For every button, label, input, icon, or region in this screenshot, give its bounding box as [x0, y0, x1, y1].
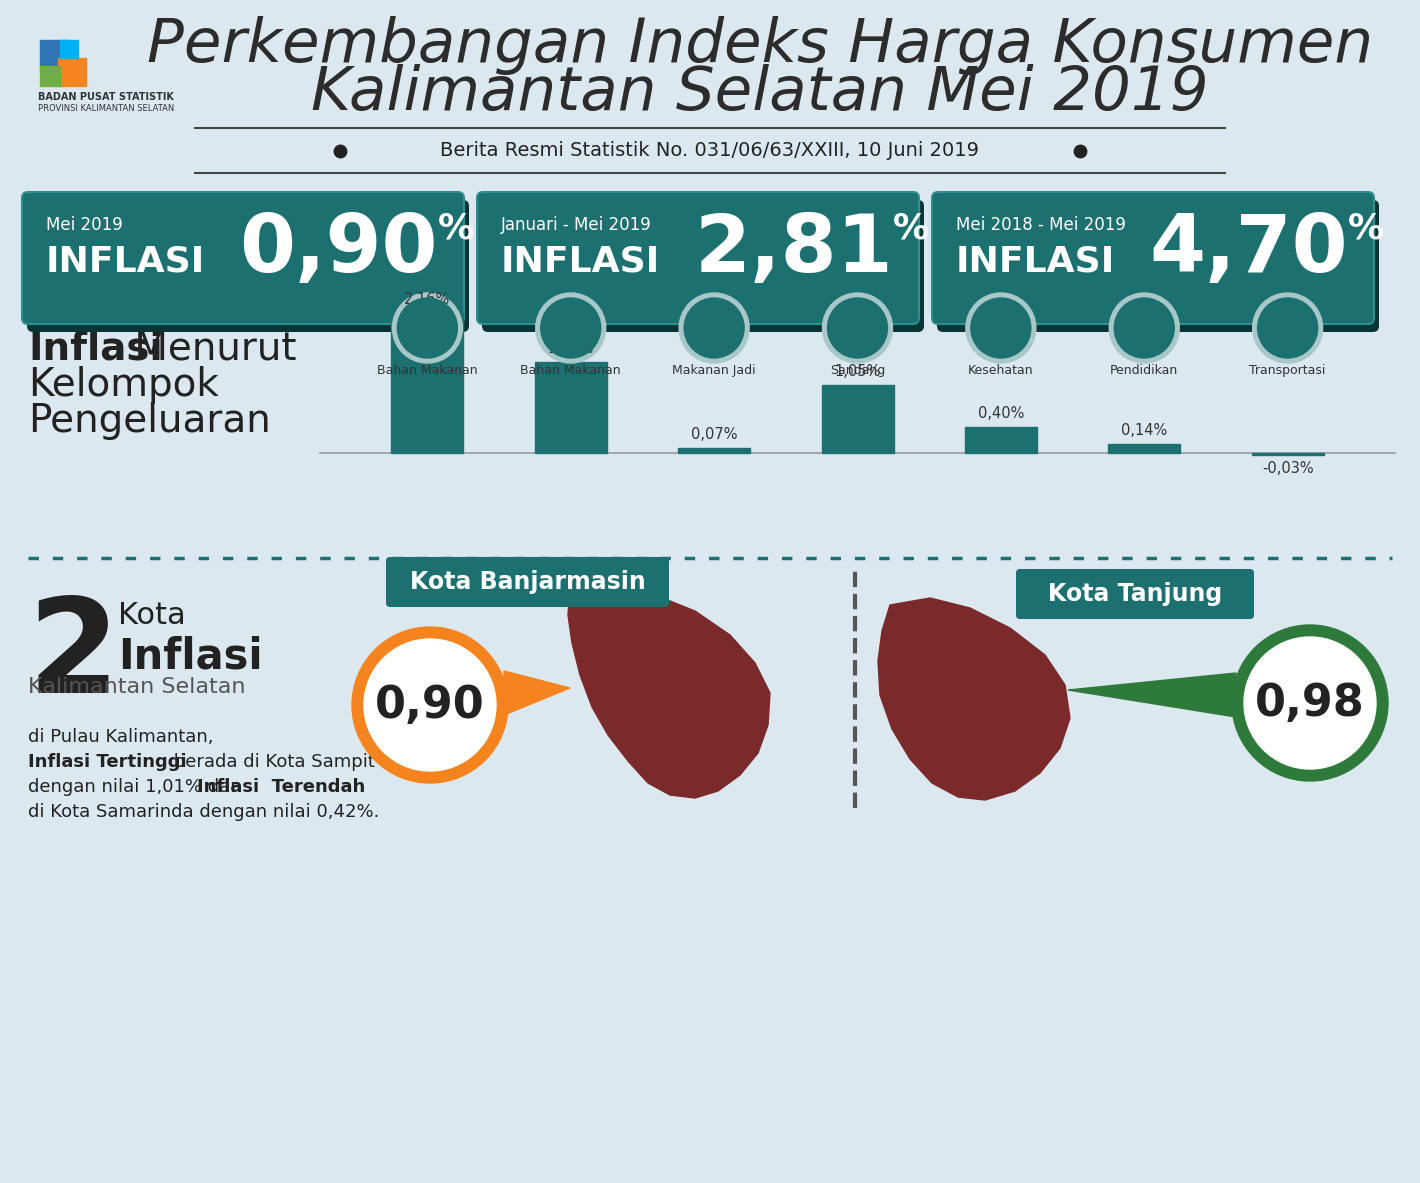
Bar: [392, 313, 463, 453]
Text: Kesehatan: Kesehatan: [968, 364, 1034, 377]
Circle shape: [392, 293, 463, 363]
Text: %: %: [1348, 211, 1384, 245]
Circle shape: [1233, 625, 1387, 781]
Text: Sandang: Sandang: [829, 364, 885, 377]
Circle shape: [1258, 298, 1318, 358]
Circle shape: [684, 298, 744, 358]
Text: Kalimantan Selatan Mei 2019: Kalimantan Selatan Mei 2019: [311, 64, 1208, 123]
Bar: [58, 58, 87, 86]
Text: 1,05%: 1,05%: [835, 364, 880, 379]
FancyBboxPatch shape: [1015, 569, 1254, 619]
Text: INFLASI: INFLASI: [956, 244, 1115, 278]
Text: Inflasi Tertinggi: Inflasi Tertinggi: [28, 754, 186, 771]
Bar: [40, 40, 68, 67]
Text: 0,98: 0,98: [1255, 681, 1365, 724]
FancyBboxPatch shape: [386, 557, 669, 607]
Text: Pendidikan: Pendidikan: [1110, 364, 1179, 377]
Text: Perkembangan Indeks Harga Konsumen: Perkembangan Indeks Harga Konsumen: [146, 15, 1373, 75]
Text: dengan nilai 1,01% dan: dengan nilai 1,01% dan: [28, 778, 247, 796]
Circle shape: [971, 298, 1031, 358]
Text: %: %: [893, 211, 929, 245]
Text: 1,40%: 1,40%: [548, 341, 594, 356]
Text: 0,40%: 0,40%: [978, 406, 1024, 421]
Text: 2: 2: [28, 593, 119, 720]
Circle shape: [535, 293, 606, 363]
Text: 0,90: 0,90: [240, 211, 437, 289]
Bar: [1108, 444, 1180, 453]
Bar: [40, 66, 60, 86]
Text: berada di Kota Sampit: berada di Kota Sampit: [168, 754, 375, 771]
Text: Kota Banjarmasin: Kota Banjarmasin: [409, 570, 645, 594]
Text: INFLASI: INFLASI: [501, 244, 660, 278]
Bar: [1251, 453, 1323, 455]
Text: 0,14%: 0,14%: [1122, 424, 1167, 438]
Text: PROVINSI KALIMANTAN SELATAN: PROVINSI KALIMANTAN SELATAN: [38, 104, 175, 114]
Bar: [679, 448, 750, 453]
Text: di Pulau Kalimantan,: di Pulau Kalimantan,: [28, 728, 213, 746]
FancyBboxPatch shape: [481, 200, 924, 332]
Bar: [60, 40, 78, 58]
Text: Pengeluaran: Pengeluaran: [28, 402, 271, 440]
Text: Berita Resmi Statistik No. 031/06/63/XXIII, 10 Juni 2019: Berita Resmi Statistik No. 031/06/63/XXI…: [440, 141, 980, 160]
Circle shape: [828, 298, 888, 358]
Text: 2,16%: 2,16%: [405, 292, 450, 308]
Text: BADAN PUSAT STATISTIK: BADAN PUSAT STATISTIK: [38, 92, 173, 102]
Bar: [964, 427, 1037, 453]
Circle shape: [1244, 636, 1376, 769]
Text: -0,03%: -0,03%: [1262, 461, 1314, 476]
Text: 0,07%: 0,07%: [692, 427, 737, 442]
Circle shape: [966, 293, 1035, 363]
Polygon shape: [878, 597, 1071, 800]
Bar: [822, 384, 893, 453]
Text: 4,70: 4,70: [1149, 211, 1348, 289]
Circle shape: [364, 639, 496, 771]
Text: Bahan Makanan: Bahan Makanan: [378, 364, 477, 377]
Circle shape: [398, 298, 457, 358]
Text: Makanan Jadi: Makanan Jadi: [672, 364, 755, 377]
Polygon shape: [504, 671, 569, 715]
Text: Bahan Makanan: Bahan Makanan: [521, 364, 621, 377]
Text: di Kota Samarinda dengan nilai 0,42%.: di Kota Samarinda dengan nilai 0,42%.: [28, 803, 379, 821]
Text: Inflasi  Terendah: Inflasi Terendah: [197, 778, 365, 796]
Text: 2,81: 2,81: [694, 211, 893, 289]
Text: Inflasi: Inflasi: [118, 635, 263, 677]
Bar: [535, 362, 606, 453]
FancyBboxPatch shape: [477, 192, 919, 324]
Circle shape: [541, 298, 601, 358]
Text: Kelompok: Kelompok: [28, 366, 219, 405]
Circle shape: [352, 627, 508, 783]
Text: Mei 2018 - Mei 2019: Mei 2018 - Mei 2019: [956, 216, 1126, 234]
Circle shape: [822, 293, 893, 363]
Text: Mei 2019: Mei 2019: [45, 216, 122, 234]
FancyBboxPatch shape: [937, 200, 1379, 332]
Text: Transportasi: Transportasi: [1250, 364, 1326, 377]
Circle shape: [679, 293, 750, 363]
Polygon shape: [568, 586, 770, 799]
FancyBboxPatch shape: [21, 192, 464, 324]
Text: Kota Tanjung: Kota Tanjung: [1048, 582, 1223, 606]
Text: INFLASI: INFLASI: [45, 244, 206, 278]
Circle shape: [1115, 298, 1174, 358]
Text: %: %: [437, 211, 474, 245]
Text: Januari - Mei 2019: Januari - Mei 2019: [501, 216, 652, 234]
Text: Kalimantan Selatan: Kalimantan Selatan: [28, 677, 246, 697]
Polygon shape: [1068, 673, 1235, 717]
Circle shape: [1252, 293, 1322, 363]
Text: 0,90: 0,90: [375, 684, 484, 726]
Text: Menurut: Menurut: [122, 329, 297, 367]
Circle shape: [1109, 293, 1179, 363]
FancyBboxPatch shape: [27, 200, 469, 332]
Text: Inflasi: Inflasi: [28, 329, 163, 367]
FancyBboxPatch shape: [932, 192, 1375, 324]
Text: Kota: Kota: [118, 601, 186, 631]
